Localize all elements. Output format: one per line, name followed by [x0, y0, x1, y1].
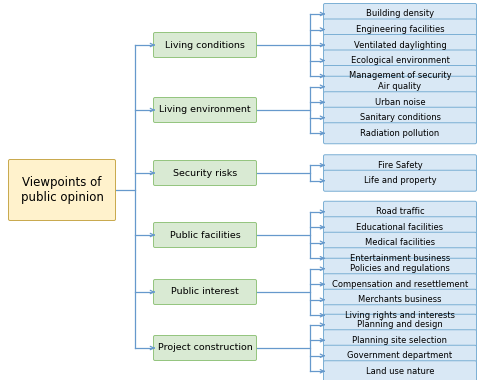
Text: Policies and regulations: Policies and regulations [350, 264, 450, 273]
FancyBboxPatch shape [154, 33, 256, 57]
Text: Merchants business: Merchants business [358, 295, 442, 304]
Text: Ecological environment: Ecological environment [350, 56, 450, 65]
Text: Government department: Government department [348, 351, 453, 360]
Text: Air quality: Air quality [378, 82, 422, 91]
FancyBboxPatch shape [324, 3, 476, 24]
FancyBboxPatch shape [324, 217, 476, 238]
Text: Engineering facilities: Engineering facilities [356, 25, 444, 34]
Text: Ventilated daylighting: Ventilated daylighting [354, 41, 446, 49]
FancyBboxPatch shape [324, 274, 476, 295]
Text: Road traffic: Road traffic [376, 207, 424, 216]
FancyBboxPatch shape [324, 107, 476, 128]
FancyBboxPatch shape [324, 92, 476, 113]
Text: Educational facilities: Educational facilities [356, 223, 444, 232]
Text: Management of security: Management of security [348, 71, 452, 81]
FancyBboxPatch shape [324, 232, 476, 253]
FancyBboxPatch shape [324, 65, 476, 87]
Text: Building density: Building density [366, 10, 434, 19]
Text: Medical facilities: Medical facilities [365, 238, 435, 247]
FancyBboxPatch shape [324, 305, 476, 326]
Text: Public interest: Public interest [171, 288, 239, 296]
Text: Life and property: Life and property [364, 176, 436, 185]
Text: Land use nature: Land use nature [366, 367, 434, 376]
FancyBboxPatch shape [324, 289, 476, 310]
FancyBboxPatch shape [324, 76, 476, 97]
FancyBboxPatch shape [324, 35, 476, 55]
Text: Public facilities: Public facilities [170, 231, 240, 239]
Text: Project construction: Project construction [158, 344, 252, 353]
FancyBboxPatch shape [324, 330, 476, 351]
FancyBboxPatch shape [154, 223, 256, 247]
Text: Living conditions: Living conditions [165, 41, 245, 49]
FancyBboxPatch shape [324, 258, 476, 279]
Text: Radiation pollution: Radiation pollution [360, 129, 440, 138]
Text: Compensation and resettlement: Compensation and resettlement [332, 280, 468, 289]
Text: Fire Safety: Fire Safety [378, 161, 422, 170]
FancyBboxPatch shape [324, 314, 476, 335]
FancyBboxPatch shape [324, 19, 476, 40]
FancyBboxPatch shape [154, 98, 256, 122]
FancyBboxPatch shape [154, 160, 256, 185]
FancyBboxPatch shape [324, 123, 476, 144]
Text: Viewpoints of
public opinion: Viewpoints of public opinion [20, 176, 103, 204]
FancyBboxPatch shape [324, 248, 476, 269]
FancyBboxPatch shape [324, 50, 476, 71]
Text: Urban noise: Urban noise [374, 98, 426, 107]
FancyBboxPatch shape [8, 160, 116, 220]
FancyBboxPatch shape [324, 345, 476, 366]
FancyBboxPatch shape [324, 155, 476, 176]
Text: Living rights and interests: Living rights and interests [345, 311, 455, 320]
FancyBboxPatch shape [154, 280, 256, 304]
Text: Entertainment business: Entertainment business [350, 254, 450, 263]
FancyBboxPatch shape [324, 361, 476, 380]
Text: Planning and design: Planning and design [357, 320, 443, 329]
Text: Security risks: Security risks [173, 168, 237, 177]
FancyBboxPatch shape [154, 336, 256, 361]
Text: Sanitary conditions: Sanitary conditions [360, 113, 440, 122]
FancyBboxPatch shape [324, 170, 476, 191]
Text: Planning site selection: Planning site selection [352, 336, 448, 345]
Text: Living environment: Living environment [159, 106, 251, 114]
FancyBboxPatch shape [324, 201, 476, 222]
